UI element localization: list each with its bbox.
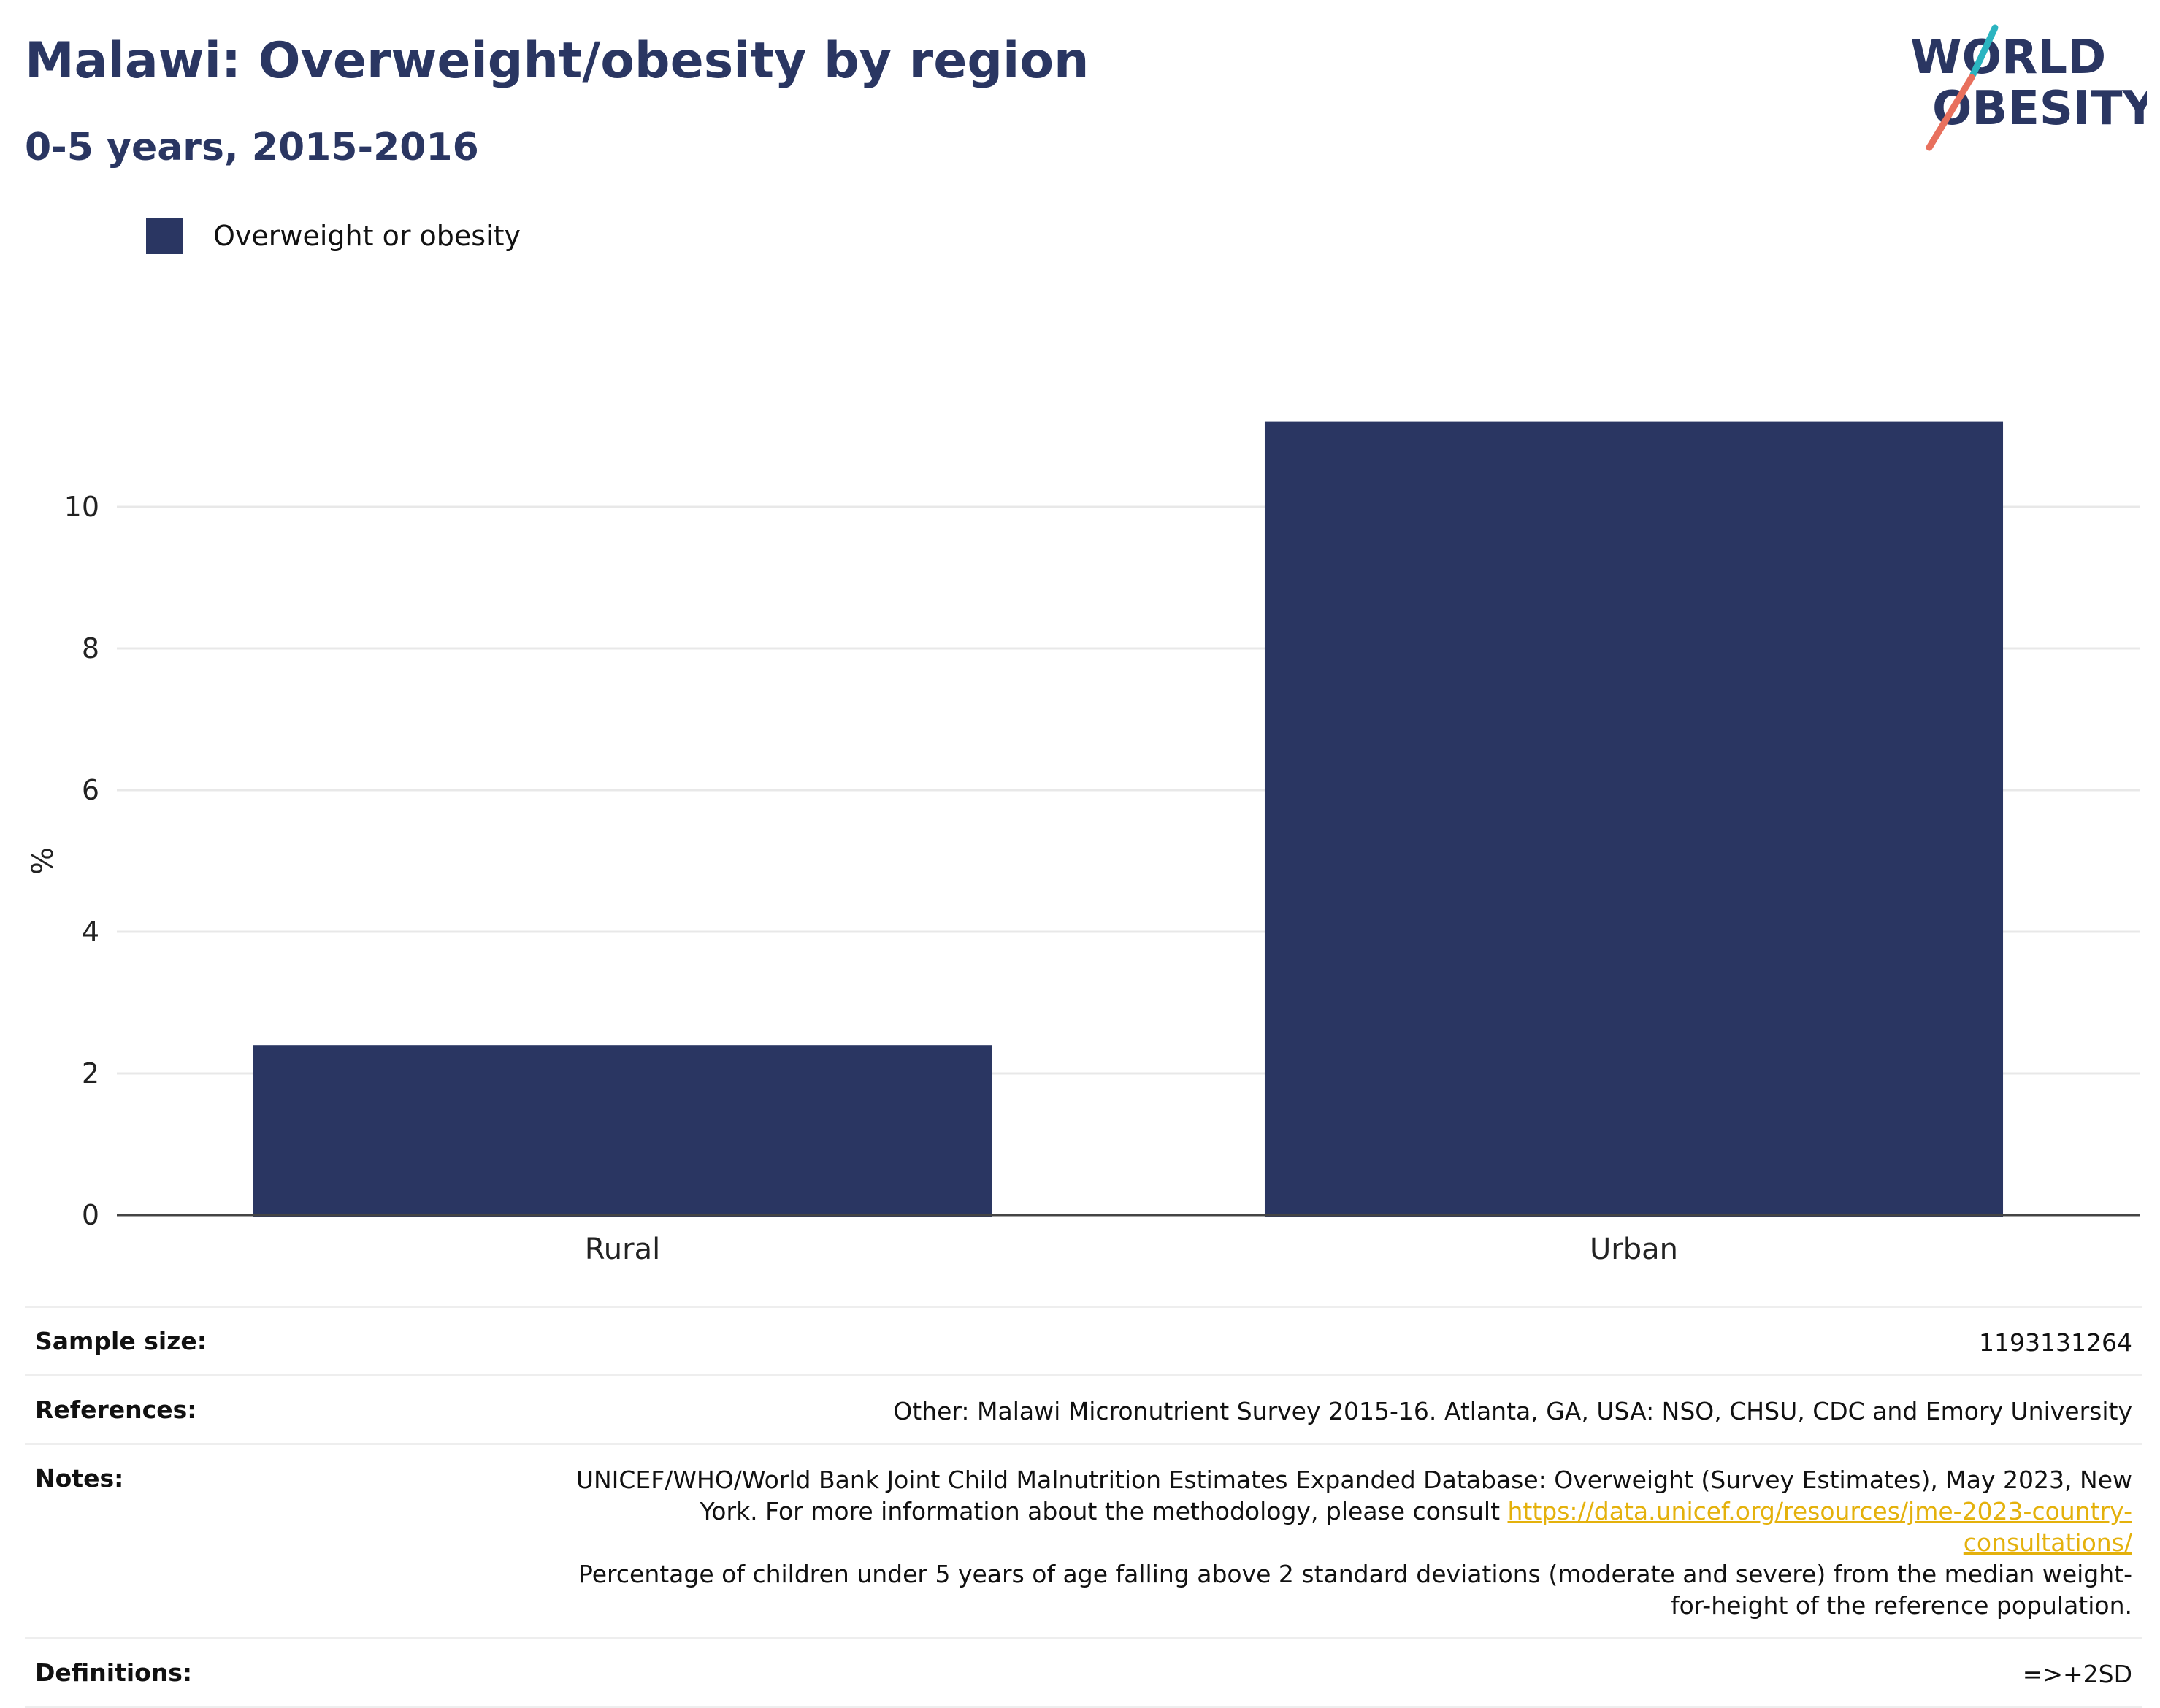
- definitions-value: =>+2SD: [2022, 1660, 2132, 1688]
- info-table: Sample size: 1193131264 References: Othe…: [25, 1306, 2142, 1708]
- definitions-label: Definitions:: [35, 1658, 193, 1687]
- chart-title: Malawi: Overweight/obesity by region: [25, 32, 1089, 90]
- y-tick-label: 6: [82, 774, 99, 806]
- bar-chart: 0 2 4 6 8 10% Rural Urban: [26, 421, 2140, 1266]
- bar-rural: [253, 1045, 992, 1217]
- legend-swatch: [146, 218, 183, 254]
- y-tick-label: 2: [82, 1057, 99, 1089]
- legend: Overweight or obesity: [146, 218, 521, 254]
- logo-text-obesity: OBESITY: [1932, 82, 2147, 136]
- references-value: Other: Malawi Micronutrient Survey 2015-…: [893, 1397, 2132, 1425]
- y-tick-label: 0: [82, 1199, 99, 1231]
- notes-link[interactable]: https://data.unicef.org/resources/jme-20…: [1507, 1497, 2133, 1557]
- bar-urban: [1264, 421, 2004, 1217]
- legend-label: Overweight or obesity: [213, 220, 521, 252]
- world-obesity-logo: WORLD OBESITY: [1910, 24, 2147, 151]
- sample-size-value: 1193131264: [1979, 1328, 2132, 1357]
- logo-slash-coral: [1926, 74, 1975, 151]
- info-row-references: References: Other: Malawi Micronutrient …: [25, 1374, 2142, 1443]
- y-tick-label: 4: [82, 916, 99, 948]
- y-tick-label: 10: [64, 491, 99, 523]
- logo-text-world: WORLD: [1910, 31, 2106, 85]
- notes-value: UNICEF/WHO/World Bank Joint Child Malnut…: [555, 1464, 2132, 1621]
- info-row-sample-size: Sample size: 1193131264: [25, 1306, 2142, 1374]
- logo-slash-teal: [1969, 24, 1999, 78]
- y-axis-label: %: [26, 847, 60, 875]
- chart-subtitle: 0-5 years, 2015-2016: [25, 126, 479, 169]
- sample-size-label: Sample size:: [35, 1327, 207, 1355]
- x-tick-label: Urban: [1590, 1233, 1678, 1266]
- notes-label: Notes:: [35, 1464, 124, 1493]
- y-tick-label: 8: [82, 632, 99, 665]
- info-row-notes: Notes: UNICEF/WHO/World Bank Joint Child…: [25, 1443, 2142, 1637]
- references-label: References:: [35, 1395, 197, 1424]
- info-row-definitions: Definitions: =>+2SD: [25, 1637, 2142, 1708]
- x-tick-label: Rural: [585, 1233, 660, 1266]
- notes-text-2: Percentage of children under 5 years of …: [578, 1560, 2132, 1620]
- notes-text-1: UNICEF/WHO/World Bank Joint Child Malnut…: [575, 1466, 2132, 1525]
